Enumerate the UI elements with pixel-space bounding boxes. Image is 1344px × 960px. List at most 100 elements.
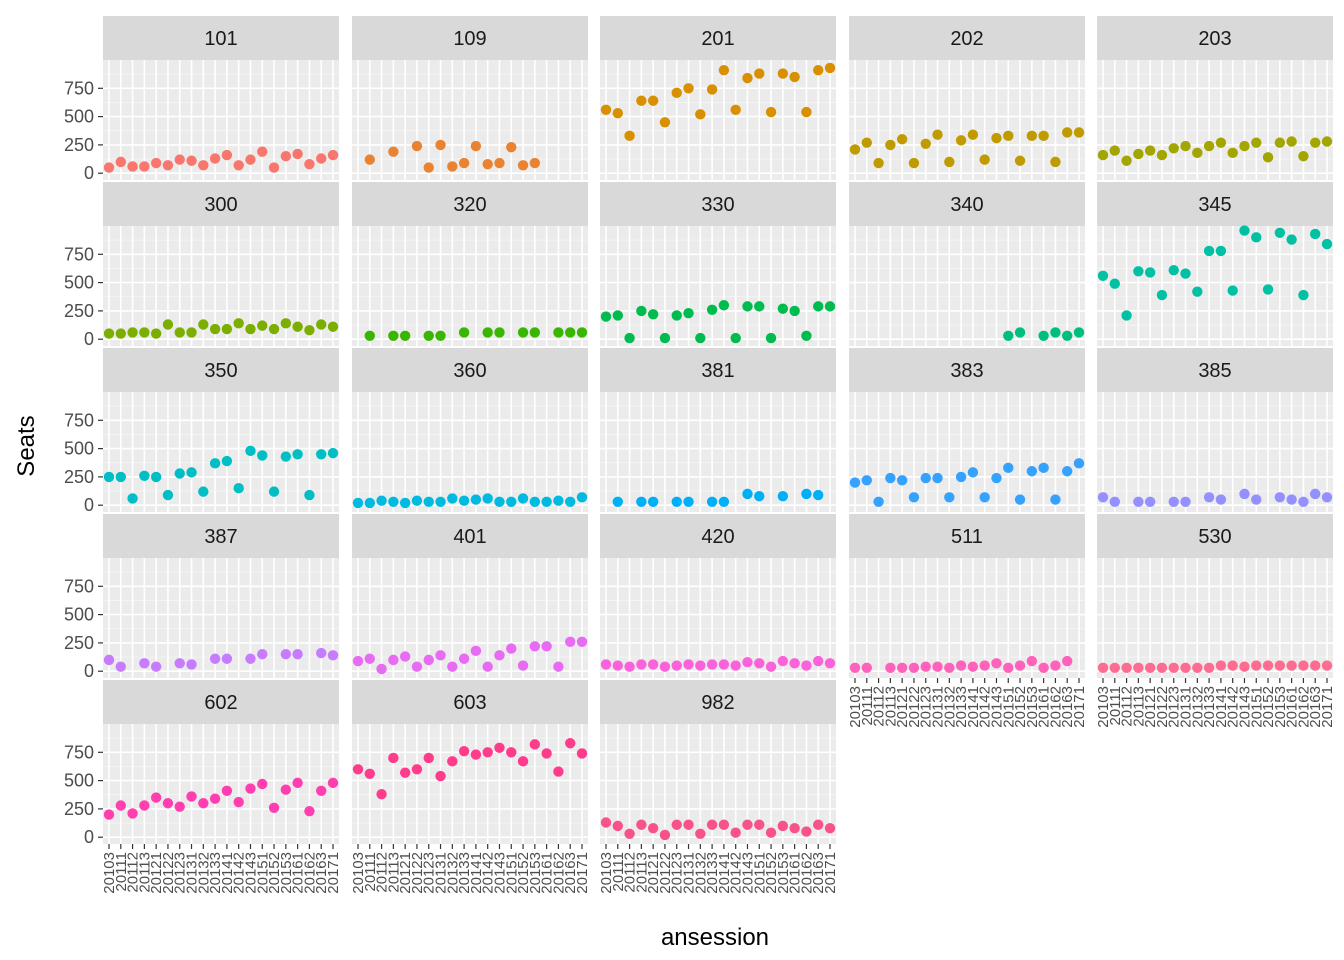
data-point	[1192, 286, 1203, 297]
data-point	[1168, 264, 1179, 276]
panel-background	[849, 392, 1085, 512]
facet-strip-label: 109	[453, 28, 486, 50]
facet-202: 202	[849, 16, 1085, 180]
data-point	[1298, 289, 1309, 301]
data-point	[1239, 140, 1250, 152]
x-tick-label: 20163	[1307, 686, 1324, 728]
data-point	[1203, 492, 1215, 503]
data-point	[139, 800, 150, 811]
data-point	[1239, 488, 1250, 500]
data-point	[849, 144, 861, 155]
data-point	[1121, 155, 1132, 166]
x-tick-label: 20151	[1000, 686, 1017, 728]
x-tick-label: 20131	[433, 852, 450, 894]
x-tick-label: 20143	[491, 852, 508, 894]
data-point	[1073, 327, 1085, 338]
facet-strip	[1097, 348, 1333, 392]
data-point	[1133, 266, 1144, 277]
data-point	[458, 495, 470, 506]
data-point	[576, 748, 588, 759]
x-tick-label: 20141	[965, 686, 982, 728]
x-tick-label: 20132	[195, 852, 212, 894]
data-point	[765, 332, 777, 344]
facet-109: 109	[352, 16, 588, 180]
data-point	[695, 660, 706, 671]
data-point	[659, 117, 671, 128]
x-tick-label: 20141	[468, 852, 485, 894]
data-point	[257, 320, 268, 331]
data-point	[777, 820, 789, 832]
data-point	[683, 819, 694, 830]
x-tick-label: 20123	[172, 852, 189, 894]
data-point	[174, 801, 185, 812]
data-point	[517, 756, 529, 767]
data-point	[849, 662, 861, 674]
data-point	[1062, 655, 1073, 667]
panel-background	[352, 60, 588, 180]
data-point	[1038, 330, 1049, 342]
facet-strip-label: 420	[701, 526, 734, 548]
x-tick-label: 20142	[728, 852, 745, 894]
data-point	[1215, 494, 1227, 505]
data-point	[245, 783, 256, 794]
x-tick-label: 20162	[301, 852, 318, 894]
x-tick-label: 20131	[681, 852, 698, 894]
data-point	[908, 492, 920, 503]
data-point	[873, 157, 884, 169]
data-point	[1038, 662, 1049, 674]
panel-background	[103, 226, 339, 346]
facet-strip-label: 387	[204, 526, 237, 548]
data-point	[849, 477, 861, 488]
data-point	[612, 310, 623, 321]
data-point	[706, 304, 718, 315]
y-tick-label: 0	[84, 827, 94, 847]
data-point	[647, 309, 659, 320]
data-point	[801, 660, 812, 671]
data-point	[1251, 660, 1262, 671]
data-point	[671, 496, 682, 508]
data-point	[896, 662, 908, 674]
x-tick-label: 20112	[622, 852, 639, 893]
data-point	[316, 647, 327, 659]
data-point	[327, 777, 339, 789]
data-point	[801, 330, 812, 342]
data-point	[1050, 327, 1061, 338]
data-point	[1203, 245, 1215, 257]
data-point	[1286, 234, 1297, 245]
facet-strip-label: 101	[204, 28, 237, 50]
data-point	[423, 162, 434, 173]
data-point	[162, 319, 174, 330]
data-point	[1180, 496, 1191, 508]
data-point	[423, 496, 434, 508]
y-axis-title: Seats	[13, 415, 40, 476]
data-point	[824, 62, 836, 74]
x-tick-label: 20121	[645, 852, 662, 894]
x-tick-label: 20123	[421, 852, 438, 894]
x-tick-label: 20132	[1189, 686, 1206, 728]
data-point	[529, 157, 541, 169]
data-point	[127, 327, 138, 338]
data-point	[529, 496, 541, 508]
data-point	[316, 785, 327, 796]
data-point	[896, 134, 908, 145]
data-point	[824, 301, 836, 312]
y-tick-label: 500	[64, 107, 94, 127]
data-point	[1014, 660, 1026, 671]
data-point	[517, 160, 529, 171]
x-tick-label: 20151	[751, 852, 768, 894]
data-point	[458, 327, 470, 338]
data-point	[1192, 147, 1203, 159]
panel-background	[352, 558, 588, 678]
data-point	[565, 327, 576, 338]
facet-201: 201	[600, 16, 836, 180]
facet-strip-label: 320	[453, 194, 486, 216]
panel-background	[849, 60, 1085, 180]
data-point	[1239, 225, 1250, 236]
facet-101: 101 0 250 500 750	[64, 16, 339, 183]
data-point	[447, 756, 458, 767]
data-point	[647, 659, 659, 670]
x-tick-label: 20103	[1095, 686, 1112, 728]
data-point	[955, 135, 967, 146]
x-tick-label: 20131	[184, 852, 201, 894]
x-tick-label: 20112	[871, 686, 888, 727]
